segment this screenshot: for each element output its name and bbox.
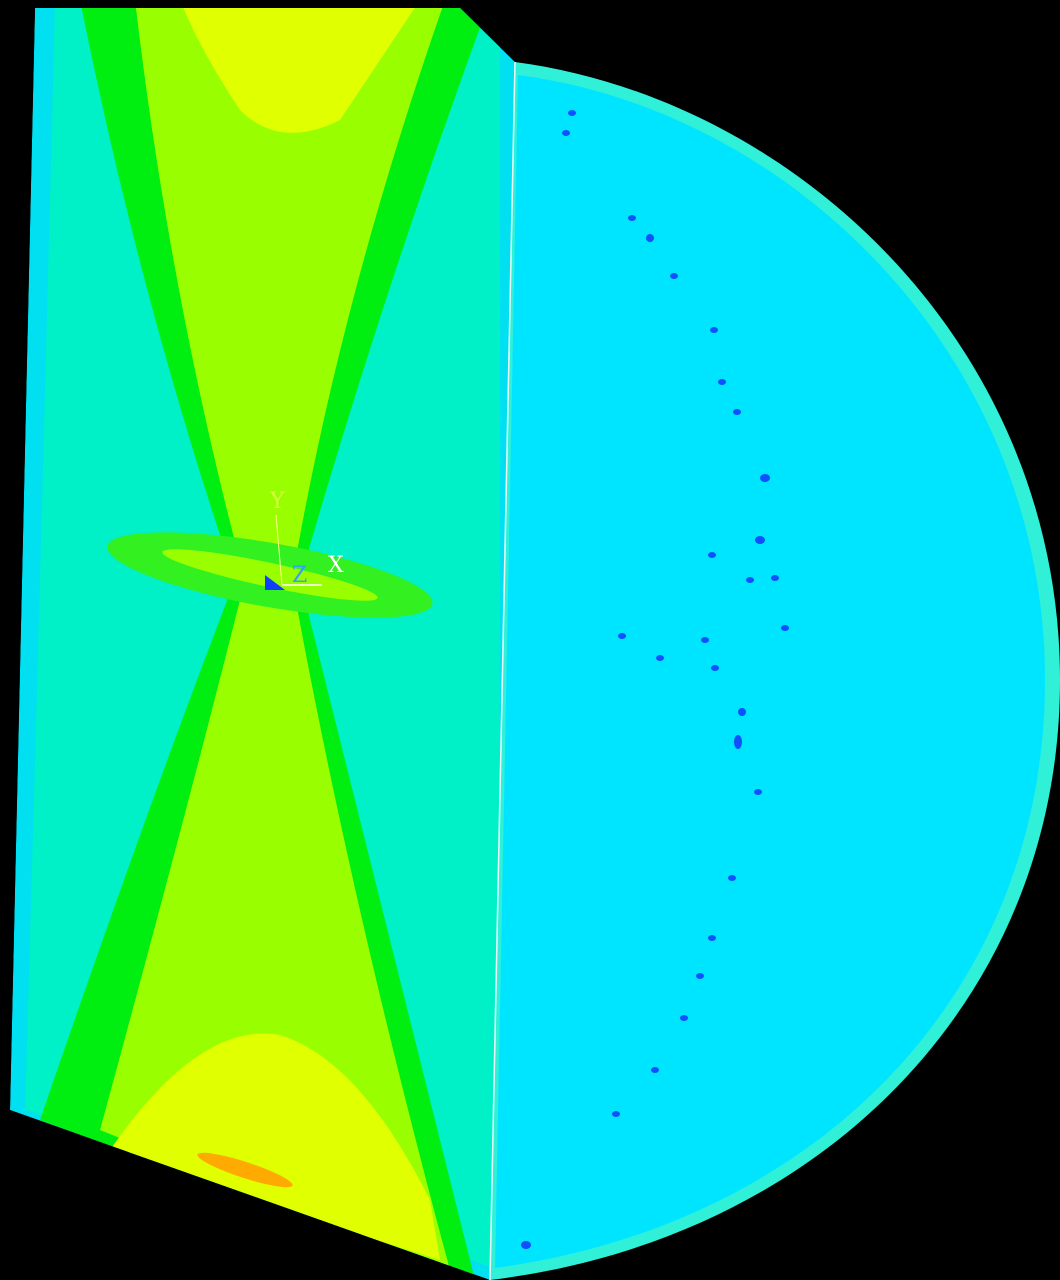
spot [754,789,762,795]
spot [680,1015,688,1021]
spot [670,273,678,279]
spot [651,1067,659,1073]
spot [781,625,789,631]
spot [760,474,770,482]
spot [656,655,664,661]
spot [521,1241,531,1249]
spot [734,735,742,749]
spot [718,379,726,385]
spot [628,215,636,221]
side-face [10,0,515,1280]
spot [733,409,741,415]
spot [746,577,754,583]
spot [696,973,704,979]
spot [618,633,626,639]
spot [755,536,765,544]
spot [711,665,719,671]
spot [568,110,576,116]
viewport: X Y Z [0,0,1060,1280]
triad-x-label: X [328,553,344,578]
spot [708,552,716,558]
spot [612,1111,620,1117]
triad-y-label: Y [269,489,285,514]
spot [710,327,718,333]
page: X Y Z (() => { const data = JSON.parse(d… [0,0,1060,1280]
spot [562,130,570,136]
spot [646,234,654,242]
spot [708,935,716,941]
spot [728,875,736,881]
spot [738,708,746,716]
spot [771,575,779,581]
triad-z-label: Z [292,563,307,588]
spot [701,637,709,643]
